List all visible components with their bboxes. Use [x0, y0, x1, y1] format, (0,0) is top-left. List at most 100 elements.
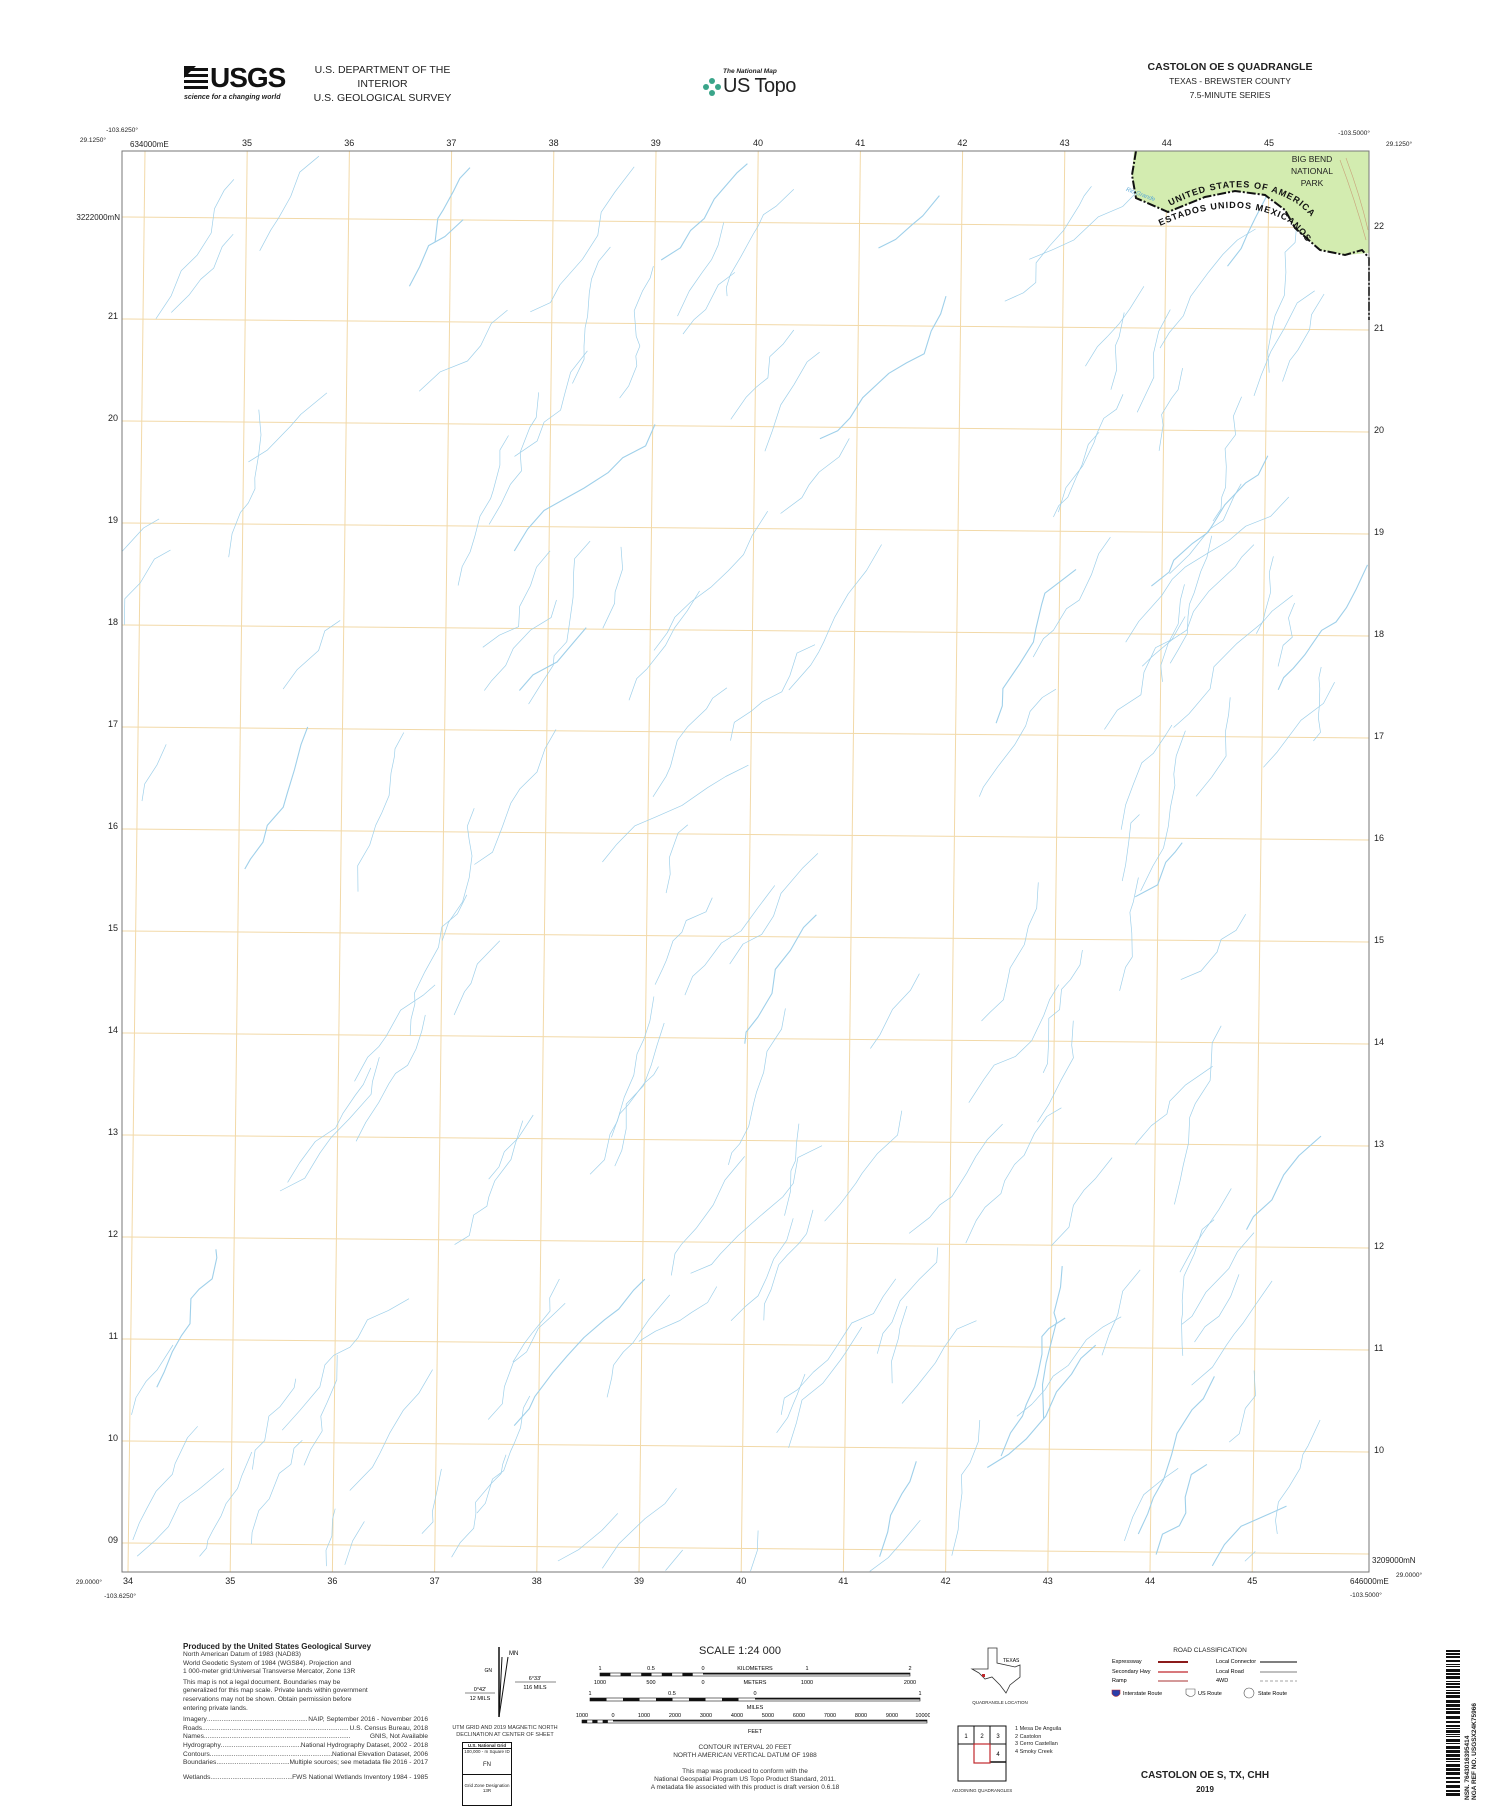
barcode-bar — [1446, 1666, 1460, 1667]
northing-label-right: 13 — [1374, 1139, 1384, 1149]
stream-line — [995, 568, 1077, 724]
road-classification: ROAD CLASSIFICATION Expressway Secondary… — [1110, 1647, 1310, 1709]
stream-line — [665, 824, 689, 894]
stream-line — [652, 687, 728, 797]
stream-line — [513, 424, 656, 552]
adjoining-grid: 1 2 3 4 — [957, 1725, 1007, 1782]
scale-segment — [620, 1673, 631, 1676]
source-row: Roads...................................… — [183, 1725, 428, 1734]
corner-lat: 29.1250° — [80, 136, 106, 144]
stream-line — [1179, 1188, 1232, 1273]
stream-line — [557, 1513, 619, 1562]
stream-line — [611, 1066, 659, 1138]
road-title: ROAD CLASSIFICATION — [1173, 1647, 1247, 1654]
northing-label-right: 18 — [1374, 629, 1384, 639]
northing-end-label: 3209000mN — [1372, 1556, 1416, 1565]
map-frame[interactable]: 35 36 37 38 39 40 41 42 43 44 45 34 35 36 37 38 39 40 41 42… — [0, 0, 1500, 1650]
northing-label-left: 19 — [108, 515, 118, 525]
stream-line — [1125, 496, 1290, 643]
stream-line — [1140, 730, 1186, 892]
quad-title: CASTOLON OE S QUADRANGLE — [1147, 61, 1313, 73]
meter-label: 500 — [646, 1680, 655, 1686]
northing-label-left: 15 — [108, 923, 118, 933]
stream-line — [602, 764, 749, 863]
scale-segment — [590, 1698, 607, 1701]
feet-label: 4000 — [731, 1713, 743, 1719]
easting-label-bottom: 36 — [327, 1576, 337, 1586]
feet-unit: FEET — [748, 1729, 763, 1735]
northing-label-right: 11 — [1374, 1343, 1383, 1353]
easting-origin-label: 634000mE — [130, 140, 169, 149]
grid-northing-line — [121, 624, 1370, 637]
stream-line — [528, 540, 591, 705]
barcode-bar — [1446, 1739, 1460, 1742]
stream-line — [726, 189, 795, 297]
stream-line — [1212, 396, 1242, 522]
stream-line — [1120, 724, 1173, 830]
stream-line — [1151, 455, 1269, 587]
stream-line — [1181, 1232, 1255, 1325]
mn-label: MN — [509, 1651, 518, 1657]
current-quad — [973, 1743, 991, 1764]
stream-line — [1121, 814, 1140, 882]
agency-block: U.S. DEPARTMENT OF THE INTERIOR U.S. GEO… — [290, 63, 475, 105]
stream-line — [248, 392, 328, 463]
barcode-bar — [1446, 1777, 1460, 1779]
corner-lon: -103.5000° — [1338, 129, 1370, 137]
usng-subtitle: 100,000 - m Square ID — [464, 1749, 510, 1754]
barcode-bar — [1446, 1750, 1460, 1753]
northing-label-left: 10 — [108, 1433, 118, 1443]
barcode-bar — [1446, 1730, 1460, 1733]
stream-line — [514, 350, 588, 457]
easting-label-top: 41 — [855, 138, 865, 148]
northing-label-left: 21 — [108, 311, 118, 321]
easting-label-top: 39 — [651, 138, 661, 148]
vertical-datum: NORTH AMERICAN VERTICAL DATUM OF 1988 — [673, 1752, 817, 1759]
stream-line — [788, 1326, 863, 1448]
source-list: Imagery.................................… — [183, 1716, 428, 1782]
disclaimer-line: generalized for this map scale. Private … — [183, 1687, 368, 1695]
barcode-bar — [1446, 1695, 1460, 1698]
source-value: National Elevation Dataset, 2006 — [331, 1750, 428, 1758]
state-route-label: State Route — [1258, 1691, 1287, 1697]
stream-line — [1037, 1020, 1074, 1123]
stream-line — [908, 1123, 1003, 1234]
quad-location-marker — [982, 1674, 985, 1677]
stream-line — [1211, 1505, 1287, 1567]
park-label: NATIONAL — [1291, 166, 1333, 176]
usgs-wordmark: USGS — [210, 62, 286, 93]
stream-line — [451, 1454, 507, 1558]
grid-northing-line — [121, 1134, 1370, 1147]
leader-dots: ........................................… — [216, 1759, 290, 1767]
declination-caption: UTM GRID AND 2019 MAGNETIC NORTH DECLINA… — [450, 1725, 560, 1739]
barcode-bar — [1446, 1764, 1460, 1767]
barcode-bar — [1446, 1711, 1460, 1714]
adj-name: 1 Mesa De Anguila — [1015, 1726, 1062, 1732]
grid-northing-line — [121, 828, 1370, 841]
barcode-bar — [1446, 1785, 1460, 1788]
grid-easting-line — [229, 150, 248, 1573]
grid-easting-line — [1149, 150, 1168, 1573]
stream-line — [171, 233, 234, 313]
km-label: 0 — [701, 1666, 704, 1672]
feet-label: 1000 — [638, 1713, 650, 1719]
usgs-wave-icon — [184, 66, 208, 89]
stream-line — [1158, 368, 1183, 451]
stream-line — [199, 1451, 253, 1557]
barcode-bar — [1446, 1700, 1460, 1703]
stream-line — [1169, 535, 1213, 664]
easting-label-bottom: 34 — [123, 1576, 133, 1586]
stream-line — [512, 1278, 560, 1363]
stream-line — [421, 1468, 442, 1534]
easting-label-bottom: 40 — [736, 1576, 746, 1586]
easting-label-bottom: 38 — [532, 1576, 542, 1586]
grid-northing-line — [121, 1236, 1370, 1249]
barcode-bar — [1446, 1781, 1460, 1783]
source-name: Boundaries — [183, 1759, 217, 1767]
road-ramp: Ramp — [1112, 1678, 1127, 1684]
datum-notes: North American Datum of 1983 (NAD83) Worl… — [183, 1651, 428, 1677]
barcode-bar — [1446, 1758, 1460, 1760]
stream-line — [1267, 205, 1309, 373]
feet-label: 1000 — [576, 1713, 588, 1719]
usgs-logo: USGS science for a changing world — [184, 62, 286, 101]
